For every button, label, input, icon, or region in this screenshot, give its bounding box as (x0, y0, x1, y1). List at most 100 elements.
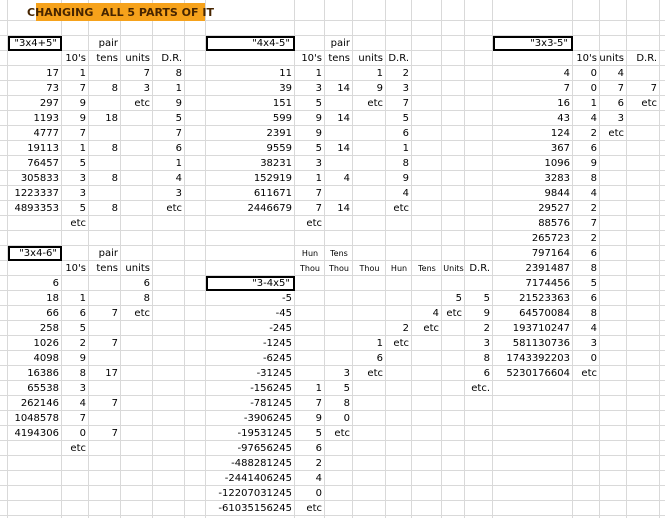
cell-r15c2[interactable]: etc (70, 217, 86, 229)
cell-r18c11[interactable]: Hun (390, 263, 408, 273)
cell-r6c1[interactable]: 73 (46, 82, 59, 94)
cell-r18c4[interactable]: units (125, 262, 150, 274)
cell-r5c4[interactable]: 7 (143, 67, 150, 79)
cell-r17c9[interactable]: Tens (330, 248, 348, 258)
cell-r28c8[interactable]: 9 (315, 412, 322, 424)
cell-r14c1[interactable]: 4893353 (14, 202, 59, 214)
cell-r24c1[interactable]: 4098 (33, 352, 59, 364)
cell-r12c11[interactable]: 9 (402, 172, 409, 184)
cell-r11c8[interactable]: 3 (315, 157, 322, 169)
cell-r10c1[interactable]: 19113 (27, 142, 59, 154)
cell-r15c15[interactable]: 88576 (538, 217, 570, 229)
cell-r34c7[interactable]: -61035156245 (218, 502, 292, 514)
cell-r26c14[interactable]: etc. (471, 382, 490, 394)
cell-r12c5[interactable]: 4 (175, 172, 182, 184)
cell-r25c15[interactable]: 5230176604 (506, 367, 570, 379)
cell-r25c7[interactable]: -31245 (256, 367, 292, 379)
cell-r24c2[interactable]: 9 (79, 352, 86, 364)
cell-r12c8[interactable]: 1 (315, 172, 322, 184)
cell-r9c15[interactable]: 124 (550, 127, 570, 139)
cell-r22c16[interactable]: 4 (590, 322, 597, 334)
cell-r10c3[interactable]: 8 (111, 142, 118, 154)
cell-r8c7[interactable]: 599 (272, 112, 292, 124)
cell-r20c7[interactable]: -5 (282, 292, 292, 304)
cell-r17c15[interactable]: 797164 (531, 247, 570, 259)
cell-r6c11[interactable]: 3 (402, 82, 409, 94)
cell-r26c1[interactable]: 65538 (27, 382, 59, 394)
cell-r21c14[interactable]: 9 (483, 307, 490, 319)
cell-r34c8[interactable]: etc (306, 502, 322, 514)
cell-r33c7[interactable]: -12207031245 (218, 487, 292, 499)
cell-r29c3[interactable]: 7 (111, 427, 118, 439)
cell-r27c9[interactable]: 8 (343, 397, 350, 409)
cell-r8c1[interactable]: 1193 (33, 112, 59, 124)
cell-r6c17[interactable]: 7 (617, 82, 624, 94)
cell-r8c11[interactable]: 5 (402, 112, 409, 124)
cell-r4c18[interactable]: D.R. (636, 52, 657, 64)
cell-r29c7[interactable]: -19531245 (237, 427, 292, 439)
cell-r20c16[interactable]: 6 (590, 292, 597, 304)
cell-r23c16[interactable]: 3 (590, 337, 597, 349)
cell-r14c9[interactable]: 14 (337, 202, 350, 214)
cell-r7c4[interactable]: etc (134, 97, 150, 109)
cell-r25c10[interactable]: etc (367, 367, 383, 379)
cell-r26c9[interactable]: 5 (343, 382, 350, 394)
cell-r10c7[interactable]: 9559 (266, 142, 292, 154)
cell-r4c4[interactable]: units (125, 52, 150, 64)
cell-r10c8[interactable]: 5 (315, 142, 322, 154)
cell-r7c7[interactable]: 151 (272, 97, 292, 109)
cell-r6c2[interactable]: 7 (79, 82, 86, 94)
cell-r3c3[interactable]: pair (98, 37, 118, 49)
cell-r4c3[interactable]: tens (96, 52, 118, 64)
cell-r7c8[interactable]: 5 (315, 97, 322, 109)
cell-r6c16[interactable]: 0 (590, 82, 597, 94)
cell-r9c7[interactable]: 2391 (266, 127, 292, 139)
cell-r21c7[interactable]: -45 (275, 307, 292, 319)
cell-r13c11[interactable]: 4 (402, 187, 409, 199)
cell-r10c5[interactable]: 6 (175, 142, 182, 154)
cell-r11c11[interactable]: 8 (402, 157, 409, 169)
cell-r6c18[interactable]: 7 (650, 82, 657, 94)
cell-r20c15[interactable]: 21523363 (519, 292, 570, 304)
cell-r27c3[interactable]: 7 (111, 397, 118, 409)
cell-r15c8[interactable]: etc (306, 217, 322, 229)
cell-r13c16[interactable]: 4 (590, 187, 597, 199)
cell-r9c17[interactable]: etc (608, 127, 624, 139)
cell-r22c11[interactable]: 2 (402, 322, 409, 334)
cell-r6c3[interactable]: 8 (111, 82, 118, 94)
cell-r20c1[interactable]: 18 (46, 292, 59, 304)
cell-r14c11[interactable]: etc (393, 202, 409, 214)
cell-r28c2[interactable]: 7 (79, 412, 86, 424)
cell-r24c7[interactable]: -6245 (262, 352, 292, 364)
cell-r18c10[interactable]: Thou (359, 263, 380, 273)
cell-r7c10[interactable]: etc (367, 97, 383, 109)
cell-r4c10[interactable]: units (358, 52, 383, 64)
cell-r8c3[interactable]: 18 (105, 112, 118, 124)
cell-r6c4[interactable]: 3 (143, 82, 150, 94)
cell-r4c11[interactable]: D.R. (388, 52, 409, 64)
cell-r6c9[interactable]: 14 (337, 82, 350, 94)
cell-r8c15[interactable]: 43 (557, 112, 570, 124)
cell-r12c15[interactable]: 3283 (544, 172, 570, 184)
cell-r14c15[interactable]: 29527 (538, 202, 570, 214)
cell-r8c9[interactable]: 14 (337, 112, 350, 124)
cell-r4c2[interactable]: 10's (65, 52, 86, 64)
cell-r32c7[interactable]: -2441406245 (224, 472, 292, 484)
cell-r14c2[interactable]: 5 (79, 202, 86, 214)
cell-r19c16[interactable]: 5 (590, 277, 597, 289)
cell-r5c1[interactable]: 17 (46, 67, 59, 79)
cell-r20c4[interactable]: 8 (143, 292, 150, 304)
cell-r29c2[interactable]: 0 (79, 427, 86, 439)
cell-r12c16[interactable]: 8 (590, 172, 597, 184)
cell-r25c14[interactable]: 6 (483, 367, 490, 379)
cell-r8c5[interactable]: 5 (175, 112, 182, 124)
cell-r10c11[interactable]: 1 (402, 142, 409, 154)
cell-r4c8[interactable]: 10's (301, 52, 322, 64)
cell-r7c5[interactable]: 9 (175, 97, 182, 109)
cell-r21c4[interactable]: etc (134, 307, 150, 319)
cell-r5c16[interactable]: 0 (590, 67, 597, 79)
cell-r5c10[interactable]: 1 (376, 67, 383, 79)
cell-r18c8[interactable]: Thou (300, 263, 320, 273)
title-cell[interactable]: CHANGING ALL 5 PARTS OF IT (27, 3, 214, 21)
cell-r12c2[interactable]: 3 (79, 172, 86, 184)
